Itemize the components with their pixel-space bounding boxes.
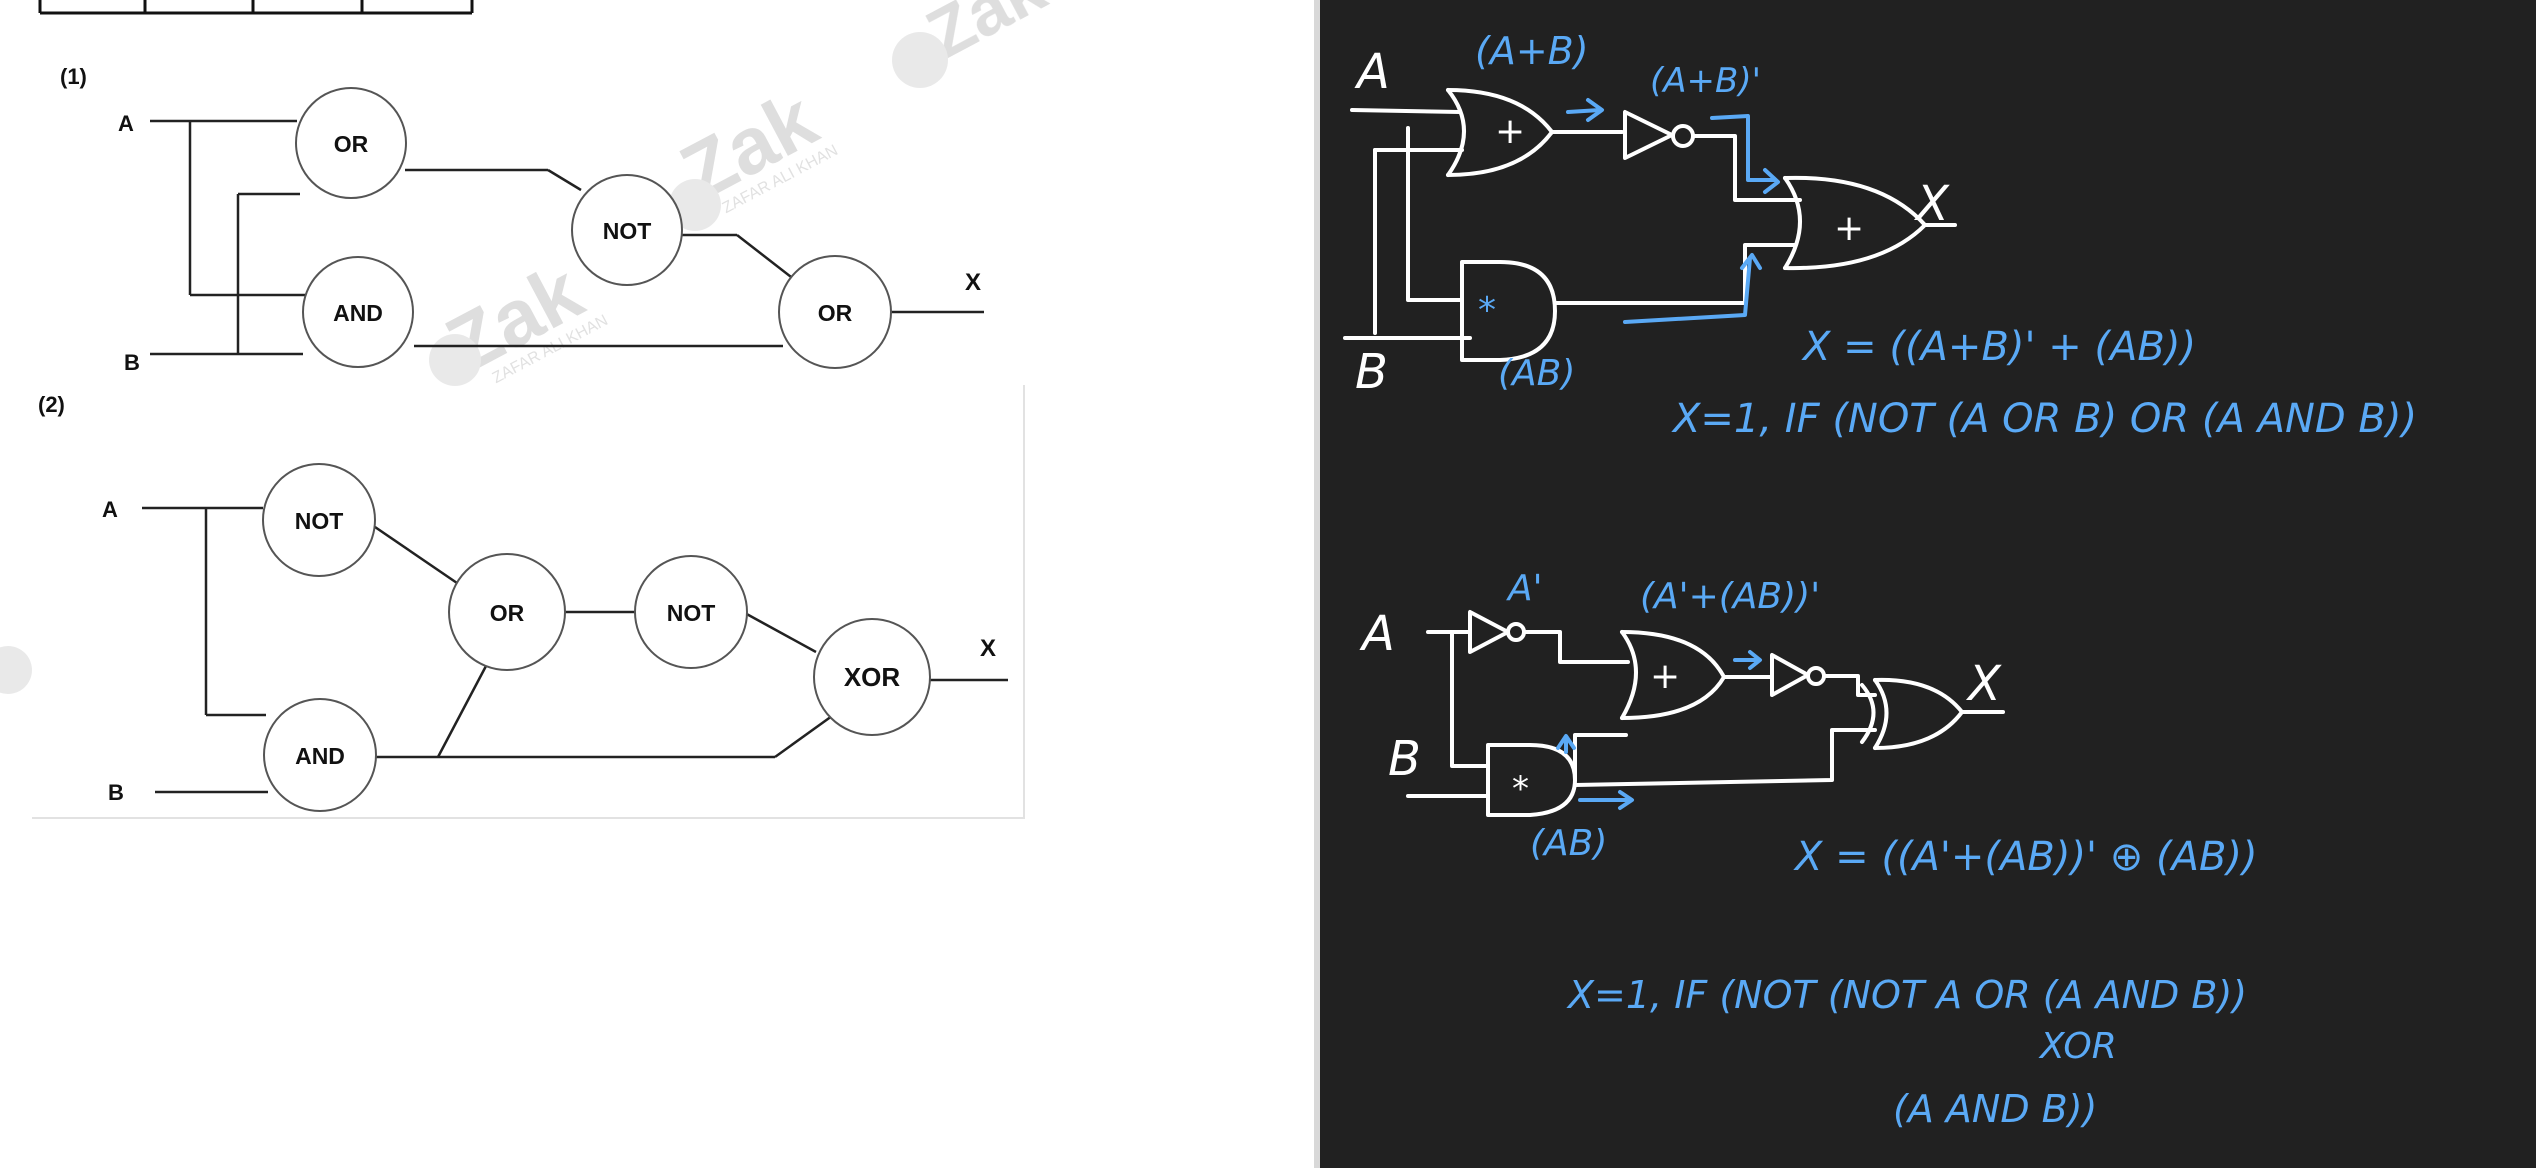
c1-hand-statement: X=1, IF (NOT (A OR B) OR (A AND B)) [1671,396,2417,442]
circuit-2-printed: (2) A B X NOT AND OR NOT XOR [32,385,1024,818]
c1-output-label: X [965,269,981,296]
c1-input-a-label: A [118,111,134,136]
c2-input-b-label: B [108,780,124,805]
c2-gate-not-a: NOT [295,508,344,534]
c2-hand-drawing [1408,612,2003,815]
truth-table-fragment [40,0,472,13]
c1-hand-label-and: (AB) [1498,353,1575,394]
c1-hand-and-symbol: * [1478,290,1496,331]
c2-hand-statement-3: (A AND B)) [1893,1087,2097,1131]
c1-gate-or-out: OR [818,300,853,326]
circuit-1-number: (1) [60,64,87,89]
c2-input-a-label: A [102,497,118,522]
c2-hand-and-symbol: * [1512,769,1529,809]
c2-hand-output: X [1965,656,2002,712]
c1-hand-expression: X = ((A+B)' + (AB)) [1801,324,2196,370]
c2-gates [263,464,930,811]
c1-input-b-label: B [124,350,140,375]
circuit-1-handwritten: A B + * + X (A+B) (A+B)' (AB) X = ((A+B)… [1345,29,2417,442]
c1-gate-and: AND [333,300,383,326]
c2-hand-label-or: (A'+(AB))' [1640,576,1820,617]
c1-hand-label-not: (A+B)' [1650,61,1761,101]
c1-hand-output: X [1913,176,1950,232]
c2-gate-not: NOT [667,600,716,626]
c2-gate-and: AND [295,743,345,769]
c1-gate-or: OR [334,131,369,157]
circuit-2-number: (2) [38,392,65,417]
c2-hand-or-symbol: + [1650,656,1680,697]
c1-hand-b: B [1355,344,1388,400]
c1-hand-or-symbol: + [1495,111,1525,152]
c1-hand-out-or-symbol: + [1834,208,1864,249]
c2-gate-xor: XOR [844,662,901,692]
c2-hand-statement-1: X=1, IF (NOT (NOT A OR (A AND B)) [1566,973,2247,1017]
c2-hand-label-and: (AB) [1530,823,1607,864]
circuit-2-handwritten: A B + * X A' (A'+(AB))' (AB) X = ((A'+(A… [1359,568,2258,1131]
c1-gate-not: NOT [603,218,652,244]
c1-hand-label-or: (A+B) [1475,29,1589,73]
c1-hand-a: A [1354,44,1390,100]
c2-output-label: X [980,635,996,662]
c2-gate-or: OR [490,600,525,626]
c2-hand-b: B [1388,731,1421,787]
c2-hand-statement-2: XOR [2038,1026,2117,1067]
c2-hand-expression: X = ((A'+(AB))' ⊕ (AB)) [1793,834,2258,880]
c2-hand-label-not-a: A' [1506,568,1543,609]
c2-hand-a: A [1359,606,1395,662]
